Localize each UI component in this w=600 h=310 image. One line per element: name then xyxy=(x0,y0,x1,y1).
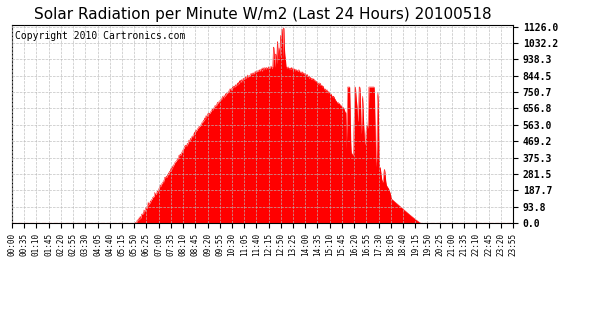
Text: Copyright 2010 Cartronics.com: Copyright 2010 Cartronics.com xyxy=(14,31,185,41)
Title: Solar Radiation per Minute W/m2 (Last 24 Hours) 20100518: Solar Radiation per Minute W/m2 (Last 24… xyxy=(34,7,491,22)
